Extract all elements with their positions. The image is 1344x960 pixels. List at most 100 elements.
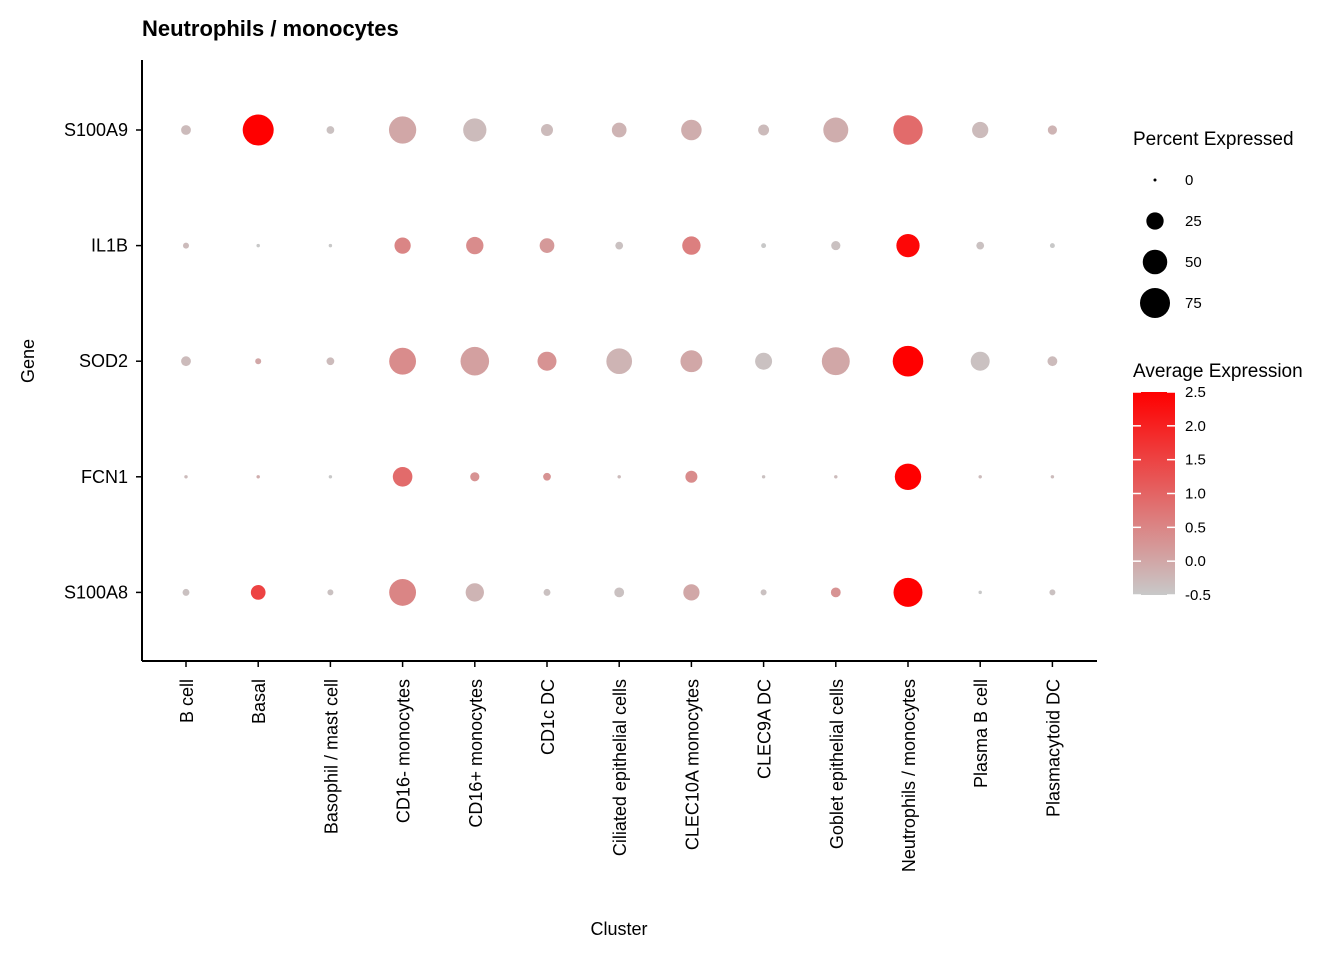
x-tick-label: Plasmacytoid DC	[1043, 679, 1063, 817]
dot-mark	[615, 241, 624, 250]
dot-mark	[893, 577, 923, 607]
dot-mark	[327, 589, 334, 596]
dot-mark	[537, 351, 557, 371]
dot-mark	[893, 115, 923, 145]
dot-mark	[543, 472, 551, 481]
dot-mark	[182, 588, 190, 596]
dot-mark	[680, 350, 703, 373]
dot-mark	[389, 578, 417, 606]
size-legend-label: 0	[1185, 172, 1193, 189]
dot-mark	[1049, 243, 1055, 249]
size-legend-dot	[1146, 212, 1164, 230]
dot-mark	[465, 583, 484, 602]
y-tick-label: FCN1	[81, 467, 128, 487]
chart-title: Neutrophils / monocytes	[142, 16, 399, 41]
color-legend-label: 2.0	[1185, 418, 1206, 435]
dot-mark	[256, 243, 260, 248]
dot-mark	[761, 475, 766, 479]
color-legend-label: 2.5	[1185, 384, 1206, 401]
dot-mark	[394, 237, 411, 254]
x-tick-label: CLEC9A DC	[755, 679, 775, 779]
dot-mark	[388, 116, 417, 144]
x-tick-label: Ciliated epithelial cells	[610, 679, 630, 856]
x-tick-label: Plasma B cell	[971, 679, 991, 788]
dot-mark	[184, 475, 188, 479]
dot-mark	[181, 125, 191, 135]
x-tick-label: Goblet epithelial cells	[827, 679, 847, 849]
dot-mark	[976, 241, 985, 250]
dot-mark	[250, 585, 266, 600]
y-tick-label: S100A8	[64, 582, 128, 602]
dot-mark	[821, 347, 850, 376]
dot-mark	[892, 345, 924, 377]
size-legend-label: 50	[1185, 254, 1202, 271]
color-legend: Average Expression 2.5 2.0 1.5 1.0 0.5 0.0 -0.…	[1133, 361, 1303, 604]
dot-mark	[328, 475, 333, 479]
size-legend: Percent Expressed 0 25 50 75	[1133, 129, 1294, 319]
y-tick-label: SOD2	[79, 351, 128, 371]
dot-mark	[255, 358, 262, 365]
dot-mark	[1049, 589, 1056, 596]
dot-mark	[466, 236, 484, 255]
dot-mark	[1050, 475, 1055, 479]
y-tick-labels: S100A9 IL1B SOD2 FCN1 S100A8	[64, 120, 142, 602]
color-legend-label: 0.5	[1185, 519, 1206, 536]
y-axis-title: Gene	[18, 339, 38, 383]
dot-mark	[543, 588, 551, 596]
dot-mark	[685, 470, 698, 483]
dot-mark	[326, 126, 335, 134]
dot-mark	[972, 121, 989, 139]
dot-mark	[389, 347, 417, 375]
size-legend-title: Percent Expressed	[1133, 129, 1294, 150]
dot-mark	[823, 117, 849, 143]
dot-mark	[182, 242, 190, 249]
dot-mark	[617, 475, 621, 479]
dot-mark	[682, 236, 701, 255]
dot-mark	[978, 590, 982, 595]
x-axis-title: Cluster	[590, 919, 647, 939]
dot-mark	[978, 475, 982, 479]
x-tick-label: CLEC10A monocytes	[682, 679, 702, 850]
dot-mark	[894, 463, 922, 490]
x-tick-label: CD16- monocytes	[394, 679, 414, 823]
dot-mark	[834, 475, 838, 479]
x-tick-label: Neutrophils / monocytes	[899, 679, 919, 872]
dot-mark	[755, 352, 773, 370]
dot-mark	[611, 122, 627, 138]
dot-mark	[256, 475, 260, 479]
dot-mark	[1047, 125, 1057, 135]
dot-mark	[328, 243, 333, 248]
dot-marks	[181, 114, 1058, 607]
dot-mark	[606, 348, 633, 375]
dot-mark	[830, 587, 841, 598]
x-tick-label: Basophil / mast cell	[321, 679, 341, 834]
color-legend-label: 0.0	[1185, 553, 1206, 570]
color-legend-label: -0.5	[1185, 587, 1211, 604]
dot-mark	[242, 114, 274, 146]
dot-mark	[460, 346, 490, 376]
dot-mark	[392, 466, 413, 487]
dot-mark	[326, 357, 335, 366]
size-legend-label: 25	[1185, 213, 1202, 230]
size-legend-dot	[1142, 249, 1168, 275]
x-tick-label: Basal	[249, 679, 269, 724]
dot-mark	[683, 584, 700, 601]
y-tick-label: IL1B	[91, 236, 128, 256]
color-legend-label: 1.5	[1185, 452, 1206, 469]
color-legend-label: 1.0	[1185, 486, 1206, 503]
x-tick-label: B cell	[177, 679, 197, 723]
dot-mark	[1047, 356, 1058, 367]
color-legend-title: Average Expression	[1133, 361, 1303, 382]
dot-mark	[540, 123, 554, 137]
dot-mark	[970, 351, 990, 371]
x-tick-label: CD16+ monocytes	[466, 679, 486, 828]
dot-mark	[463, 118, 487, 142]
dot-mark	[470, 472, 480, 482]
x-tick-labels: B cell Basal Basophil / mast cell CD16- mon…	[177, 661, 1063, 872]
dot-mark	[539, 238, 555, 253]
dot-mark	[758, 124, 770, 136]
dot-mark	[681, 119, 702, 141]
size-legend-label: 75	[1185, 295, 1202, 312]
dot-mark	[181, 356, 191, 367]
